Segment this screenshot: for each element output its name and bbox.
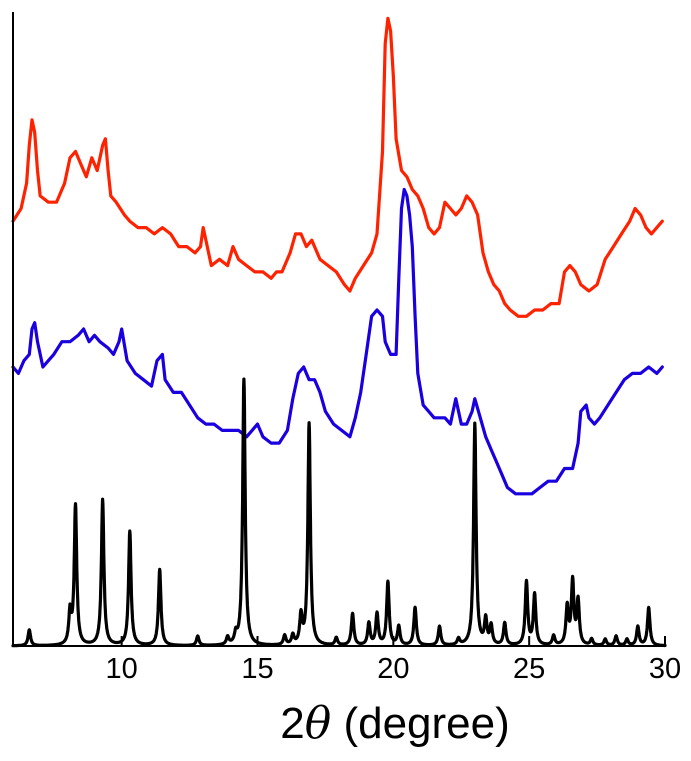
x-tick-label: 25: [513, 653, 545, 685]
series-black-simulated: [11, 377, 667, 648]
plot-area: [11, 16, 667, 648]
x-tick-label: 15: [241, 653, 273, 685]
x-tick-label: 30: [649, 653, 681, 685]
series-red-pattern: [11, 16, 664, 318]
x-tick-label: 10: [106, 653, 138, 685]
x-tick-label: 20: [377, 653, 409, 685]
x-axis-ticks: 10 15 20 25 30: [106, 636, 681, 685]
series-blue-pattern: [11, 187, 664, 496]
x-axis-title: 2θ (degree): [280, 698, 510, 749]
